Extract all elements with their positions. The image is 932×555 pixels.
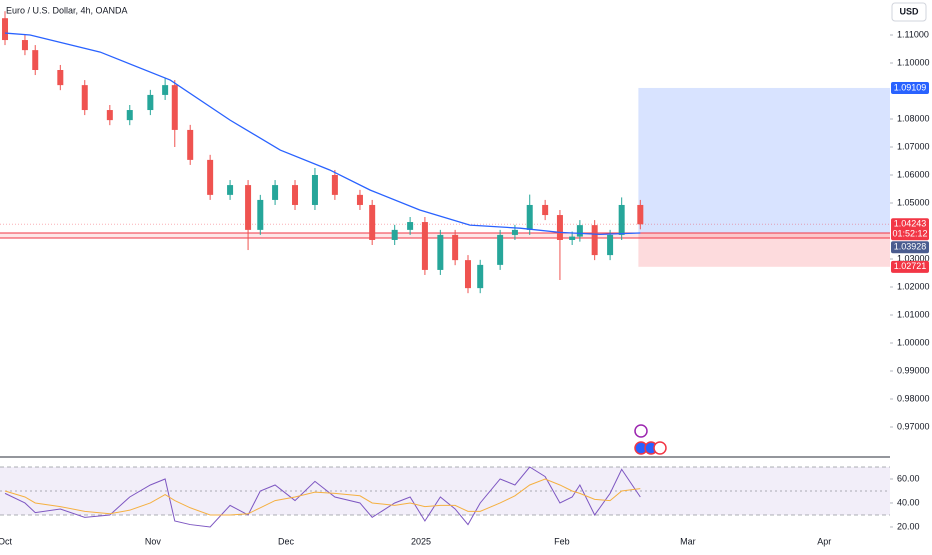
- y-tick-label: 1.01000: [897, 309, 930, 319]
- price-badge: [891, 260, 929, 273]
- rsi-line: [4, 478, 641, 516]
- candle-body: [556, 215, 563, 240]
- y-tick-label: 0.97000: [897, 421, 930, 431]
- price-badge: [891, 241, 929, 254]
- x-tick-label: Mar: [680, 536, 696, 546]
- candle-body: [57, 70, 64, 86]
- y-tick-label: 1.02000: [897, 281, 930, 291]
- x-tick-label: Feb: [554, 536, 570, 546]
- position-profit: [638, 87, 890, 233]
- level-zone: [0, 232, 890, 239]
- candle-body: [369, 204, 376, 240]
- y-tick-label: 1.07000: [897, 141, 930, 151]
- candle-body: [227, 185, 234, 195]
- y-tick-label: 1.03000: [897, 253, 930, 263]
- candle-body: [421, 222, 428, 270]
- candle-body: [245, 185, 252, 230]
- candle-body: [576, 225, 583, 237]
- candle-body: [272, 185, 279, 200]
- x-tick-label: Oct: [0, 536, 13, 546]
- y-tick-label: 20.00: [897, 521, 920, 531]
- candle-body: [452, 234, 459, 261]
- candle-body: [477, 264, 484, 289]
- candle-body: [497, 234, 504, 265]
- rsi-line: [4, 466, 641, 528]
- candle-body: [187, 129, 194, 160]
- candle-body: [81, 85, 88, 111]
- candle-body: [391, 229, 398, 240]
- candle-body: [591, 225, 598, 256]
- y-tick-label: 1.08000: [897, 113, 930, 123]
- y-tick-label: 1.11000: [897, 29, 929, 39]
- y-tick-label: 1.05000: [897, 197, 930, 207]
- candle-body: [106, 110, 113, 121]
- currency-button[interactable]: [891, 2, 927, 22]
- candle-body: [437, 234, 444, 270]
- candle-body: [257, 199, 264, 230]
- price-badge-label: 1.09109: [894, 82, 927, 92]
- candle-body: [407, 222, 414, 230]
- price-badge-label: 1.02721: [894, 261, 927, 271]
- chart-title: Euro / U.S. Dollar, 4h, OANDA: [6, 5, 128, 15]
- y-tick-label: 40.00: [897, 497, 920, 507]
- x-tick-label: Dec: [278, 536, 295, 546]
- event-icon[interactable]: [634, 424, 648, 438]
- candle-body: [147, 94, 154, 111]
- candle-body: [569, 236, 576, 240]
- x-tick-label: Apr: [817, 536, 831, 546]
- candle-body: [607, 234, 614, 256]
- price-badge: [891, 81, 929, 94]
- candle-body: [511, 229, 518, 235]
- candle-body: [2, 18, 9, 41]
- price-badge-label: 1.04243: [894, 219, 927, 229]
- candle-body: [331, 175, 338, 195]
- candle-body: [464, 260, 471, 289]
- candle-body: [637, 204, 644, 225]
- y-tick-label: 60.00: [897, 473, 920, 483]
- position-loss: [638, 232, 890, 267]
- candle-body: [292, 185, 299, 205]
- event-icon[interactable]: [653, 441, 667, 455]
- currency[interactable]: USD: [899, 6, 919, 16]
- candle-body: [171, 85, 178, 130]
- candle-body: [542, 204, 549, 216]
- candle-body: [162, 85, 169, 95]
- y-tick-label: 1.10000: [897, 57, 930, 67]
- x-tick-label: Nov: [145, 536, 162, 546]
- y-tick-label: 1.06000: [897, 169, 930, 179]
- moving-average: [4, 32, 641, 236]
- countdown: 01:52:12: [892, 229, 927, 239]
- y-tick-label: 1.00000: [897, 337, 930, 347]
- candle-body: [21, 40, 28, 51]
- y-tick-label: 0.99000: [897, 365, 930, 375]
- candle-body: [32, 50, 39, 71]
- candle-body: [526, 204, 533, 230]
- candle-body: [207, 159, 214, 195]
- candle-body: [126, 110, 133, 121]
- price-badge: [891, 218, 929, 241]
- candle-body: [618, 204, 625, 235]
- x-tick-label: 2025: [411, 536, 431, 546]
- price-badge-label: 1.03928: [894, 242, 927, 252]
- candle-body: [311, 175, 318, 205]
- y-tick-label: 0.98000: [897, 393, 930, 403]
- candle-body: [356, 194, 363, 205]
